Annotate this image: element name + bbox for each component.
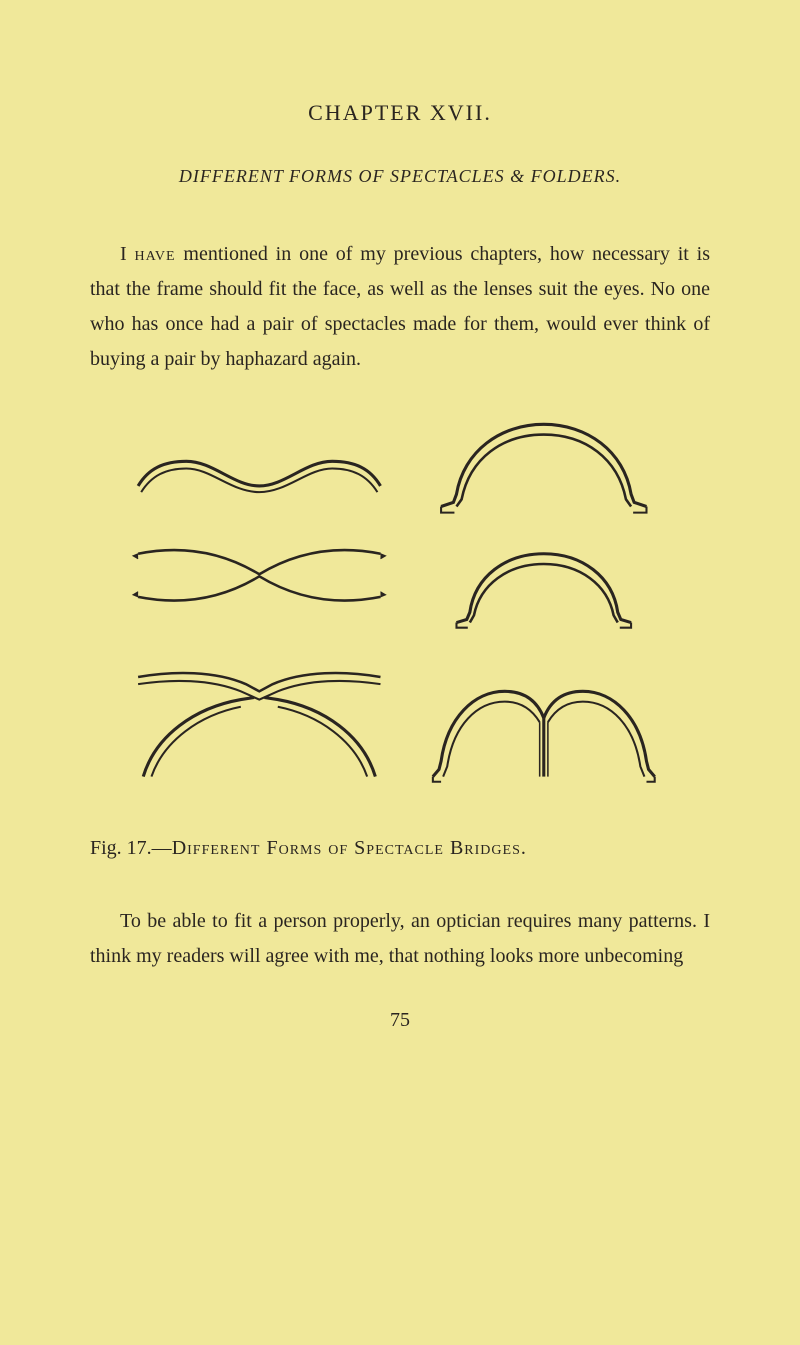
chapter-title: DIFFERENT FORMS OF SPECTACLES & FOLDERS. <box>90 166 710 187</box>
caption-text: Different Forms of Spectacle Bridges. <box>172 837 527 859</box>
bridge-x-cross <box>133 550 386 600</box>
paragraph-2: To be able to fit a person properly, an … <box>90 904 710 974</box>
bridge-arch-large <box>441 424 646 512</box>
bridge-diagrams <box>110 412 690 792</box>
p1-rest: mentioned in one of my previous chapters… <box>90 243 710 370</box>
bridge-wavy <box>138 461 380 492</box>
bridge-double-arch <box>433 691 655 781</box>
caption-prefix: Fig. 17.— <box>90 837 172 859</box>
p1-prefix: I <box>120 243 135 265</box>
bridge-x-arches <box>138 673 380 777</box>
bridge-arch-small <box>456 554 631 628</box>
p1-smallcaps: have <box>135 243 176 265</box>
figure-caption: Fig. 17.—Different Forms of Spectacle Br… <box>90 832 710 864</box>
chapter-heading: CHAPTER XVII. <box>90 100 710 126</box>
figure-bridges <box>90 412 710 797</box>
page-number: 75 <box>90 1009 710 1032</box>
paragraph-1: I have mentioned in one of my previous c… <box>90 237 710 377</box>
